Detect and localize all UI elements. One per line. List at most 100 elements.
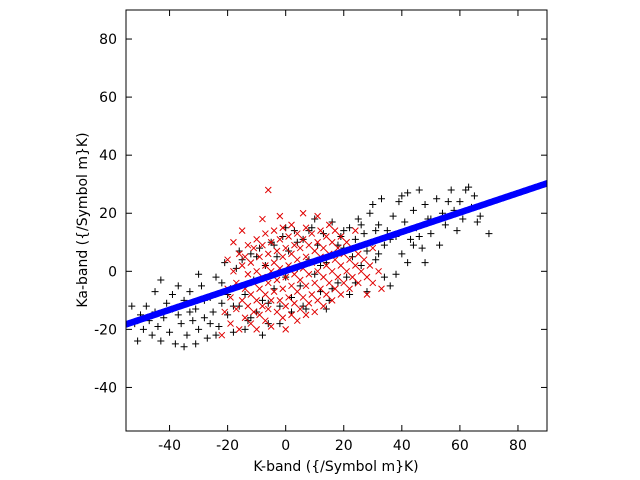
data-point-x xyxy=(264,279,272,287)
data-point-x xyxy=(276,296,284,304)
data-point-x xyxy=(311,279,319,287)
x-tick-label: 0 xyxy=(281,438,290,454)
data-point-x xyxy=(369,244,377,252)
data-point-x xyxy=(299,209,307,217)
data-point-plus xyxy=(354,215,362,223)
data-point-plus xyxy=(415,186,423,194)
data-point-x xyxy=(282,326,290,333)
x-tick-label: 40 xyxy=(393,438,411,454)
y-tick-label: -20 xyxy=(94,322,117,338)
data-point-x xyxy=(325,221,333,229)
data-point-plus xyxy=(200,314,208,322)
data-point-plus xyxy=(206,320,214,328)
data-point-x xyxy=(250,244,258,252)
y-tick-label: 20 xyxy=(99,206,117,222)
data-point-plus xyxy=(378,195,386,203)
data-point-x xyxy=(259,302,266,310)
data-point-x xyxy=(337,262,345,269)
data-point-x xyxy=(296,305,304,313)
y-tick-label: 0 xyxy=(108,264,117,280)
data-point-x xyxy=(288,311,295,319)
data-point-x xyxy=(282,302,290,310)
data-point-x xyxy=(354,279,362,287)
data-point-plus xyxy=(160,314,168,322)
data-point-x xyxy=(259,215,266,223)
x-tick-label: -20 xyxy=(216,438,239,454)
data-point-x xyxy=(285,294,292,301)
data-point-x xyxy=(238,227,246,235)
data-point-x xyxy=(331,285,339,293)
data-point-x xyxy=(302,282,310,290)
data-point-plus xyxy=(151,288,159,296)
data-point-x xyxy=(346,256,353,264)
data-point-x xyxy=(322,291,330,298)
data-point-x xyxy=(227,320,234,327)
data-point-plus xyxy=(418,244,426,252)
data-point-plus xyxy=(308,224,316,232)
data-point-x xyxy=(256,285,263,293)
data-point-plus xyxy=(357,262,365,270)
data-point-x xyxy=(325,279,333,287)
data-point-x xyxy=(354,250,362,258)
data-point-plus xyxy=(218,299,226,307)
data-layer xyxy=(126,180,547,351)
data-point-plus xyxy=(186,288,194,296)
data-point-x xyxy=(279,314,287,322)
data-point-x xyxy=(247,291,255,298)
y-axis-label: Ka-band ({/Symbol m}K) xyxy=(75,132,91,307)
data-point-plus xyxy=(372,227,380,235)
data-point-plus xyxy=(453,227,461,235)
data-point-plus xyxy=(215,322,223,330)
data-point-x xyxy=(302,224,310,232)
y-tick-label: 60 xyxy=(99,90,117,106)
data-point-plus xyxy=(372,256,380,264)
data-point-x xyxy=(235,326,243,333)
series-1 xyxy=(218,186,385,339)
data-point-x xyxy=(285,233,292,240)
data-point-x xyxy=(244,241,252,249)
data-point-plus xyxy=(340,227,348,235)
data-point-x xyxy=(346,285,353,293)
y-tick-label: -40 xyxy=(94,380,117,396)
data-point-plus xyxy=(398,192,406,200)
data-point-x xyxy=(320,302,327,310)
data-point-x xyxy=(256,311,263,319)
series-2 xyxy=(126,180,547,328)
data-point-x xyxy=(247,320,255,327)
data-point-plus xyxy=(195,270,203,278)
x-tick-label: -40 xyxy=(158,438,181,454)
data-point-x xyxy=(293,288,301,295)
data-point-plus xyxy=(421,201,429,209)
data-point-x xyxy=(308,230,316,237)
data-point-plus xyxy=(444,198,452,206)
data-point-x xyxy=(288,282,295,290)
data-point-plus xyxy=(157,276,165,284)
data-point-plus xyxy=(258,296,266,304)
data-point-x xyxy=(357,267,365,275)
data-point-plus xyxy=(276,320,284,328)
data-point-x xyxy=(253,296,261,304)
data-point-x xyxy=(352,262,359,269)
data-point-x xyxy=(235,250,243,258)
data-point-x xyxy=(227,294,234,301)
data-point-x xyxy=(375,267,382,275)
data-point-plus xyxy=(389,212,397,220)
series-0 xyxy=(128,183,493,351)
data-point-plus xyxy=(212,331,220,339)
data-point-x xyxy=(299,294,307,301)
data-point-plus xyxy=(163,299,171,307)
data-point-x xyxy=(270,288,278,295)
data-point-x xyxy=(262,317,269,325)
data-point-plus xyxy=(128,302,136,310)
data-point-plus xyxy=(375,250,383,258)
data-point-x xyxy=(363,291,371,298)
data-point-plus xyxy=(404,189,412,197)
data-point-plus xyxy=(302,305,310,313)
data-point-x xyxy=(293,317,301,325)
data-point-x xyxy=(273,276,281,284)
data-point-x xyxy=(314,296,321,304)
data-point-plus xyxy=(189,317,197,325)
data-point-plus xyxy=(383,227,391,235)
data-point-x xyxy=(305,270,313,278)
data-point-x xyxy=(363,273,371,281)
